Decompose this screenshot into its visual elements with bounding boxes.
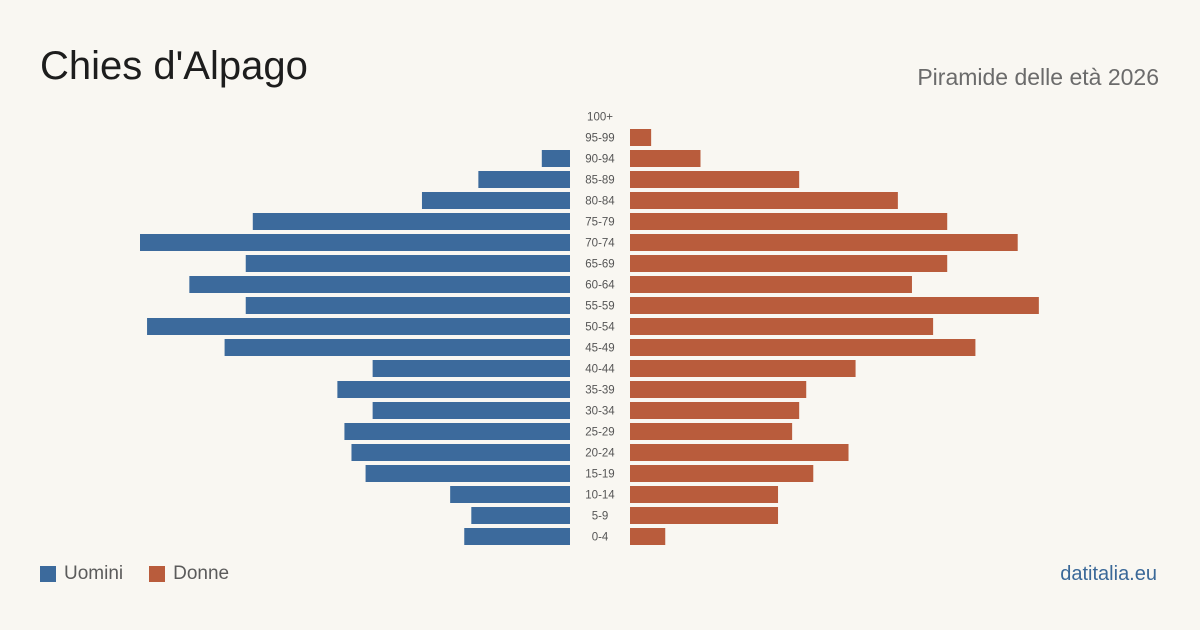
bar-men-75-79 bbox=[252, 213, 571, 230]
bar-men-55-59 bbox=[245, 297, 570, 314]
bar-women-30-34 bbox=[630, 402, 800, 419]
bar-men-60-64 bbox=[189, 276, 570, 293]
bar-women-55-59 bbox=[630, 297, 1039, 314]
bar-men-50-54 bbox=[147, 318, 570, 335]
bar-women-50-54 bbox=[630, 318, 934, 335]
age-label-20-24: 20-24 bbox=[585, 448, 615, 460]
bar-men-15-19 bbox=[365, 465, 570, 482]
legend-item-men: Uomini bbox=[40, 563, 123, 585]
legend-label-men: Uomini bbox=[64, 563, 124, 584]
age-label-35-39: 35-39 bbox=[585, 385, 614, 397]
bar-men-45-49 bbox=[224, 339, 571, 356]
legend-swatch-men bbox=[40, 566, 56, 582]
bar-men-70-74 bbox=[140, 234, 570, 251]
bar-women-95-99 bbox=[630, 129, 652, 146]
age-label-65-69: 65-69 bbox=[585, 259, 614, 271]
legend-swatch-women bbox=[149, 566, 166, 582]
bar-women-45-49 bbox=[630, 339, 976, 356]
bar-women-15-19 bbox=[630, 465, 814, 482]
bar-men-0-4 bbox=[464, 528, 570, 545]
bar-men-85-89 bbox=[478, 171, 570, 188]
bar-women-40-44 bbox=[630, 360, 856, 377]
bar-men-40-44 bbox=[372, 360, 570, 377]
age-label-30-34: 30-34 bbox=[585, 406, 615, 418]
age-label-45-49: 45-49 bbox=[585, 343, 614, 355]
bar-women-20-24 bbox=[630, 444, 849, 461]
bar-women-5-9 bbox=[630, 507, 779, 524]
bar-men-10-14 bbox=[450, 486, 570, 503]
bar-women-70-74 bbox=[630, 234, 1018, 251]
age-label-95-99: 95-99 bbox=[585, 133, 614, 145]
age-label-70-74: 70-74 bbox=[585, 238, 615, 250]
chart-subtitle: Piramide delle età 2026 bbox=[917, 64, 1159, 90]
bar-women-0-4 bbox=[630, 528, 666, 545]
bar-men-80-84 bbox=[421, 192, 570, 209]
age-label-0-4: 0-4 bbox=[592, 532, 609, 544]
legend: Uomini Donne bbox=[40, 563, 255, 585]
bar-women-60-64 bbox=[630, 276, 912, 293]
bar-men-35-39 bbox=[337, 381, 570, 398]
age-label-60-64: 60-64 bbox=[585, 280, 615, 292]
bar-women-80-84 bbox=[630, 192, 898, 209]
age-label-10-14: 10-14 bbox=[585, 490, 615, 502]
legend-item-women: Donne bbox=[149, 563, 229, 585]
bar-men-90-94 bbox=[541, 150, 570, 167]
age-label-25-29: 25-29 bbox=[585, 427, 614, 439]
age-label-80-84: 80-84 bbox=[585, 196, 615, 208]
age-label-90-94: 90-94 bbox=[585, 154, 615, 166]
age-label-55-59: 55-59 bbox=[585, 301, 614, 313]
bar-men-25-29 bbox=[344, 423, 570, 440]
age-label-15-19: 15-19 bbox=[585, 469, 614, 481]
age-label-75-79: 75-79 bbox=[585, 217, 614, 229]
bar-women-10-14 bbox=[630, 486, 779, 503]
bar-women-75-79 bbox=[630, 213, 948, 230]
bar-men-5-9 bbox=[471, 507, 570, 524]
brand-link[interactable]: datitalia.eu bbox=[1060, 563, 1157, 585]
bar-women-25-29 bbox=[630, 423, 793, 440]
age-label-50-54: 50-54 bbox=[585, 322, 615, 334]
bar-women-85-89 bbox=[630, 171, 800, 188]
age-label-40-44: 40-44 bbox=[585, 364, 615, 376]
page-title: Chies d'Alpago bbox=[40, 44, 308, 88]
bar-men-20-24 bbox=[351, 444, 570, 461]
bar-women-35-39 bbox=[630, 381, 807, 398]
bar-men-30-34 bbox=[372, 402, 570, 419]
age-label-100+: 100+ bbox=[587, 112, 613, 124]
legend-label-women: Donne bbox=[173, 563, 230, 584]
bar-men-65-69 bbox=[245, 255, 570, 272]
age-label-85-89: 85-89 bbox=[585, 175, 614, 187]
age-label-5-9: 5-9 bbox=[592, 511, 609, 523]
bar-women-65-69 bbox=[630, 255, 948, 272]
bar-women-90-94 bbox=[630, 150, 701, 167]
